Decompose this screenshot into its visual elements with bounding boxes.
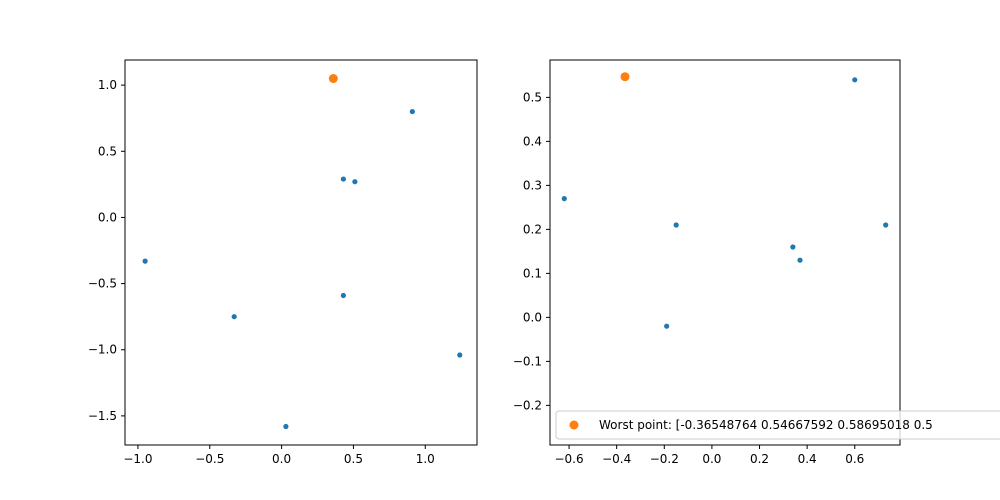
y-tick-label: 0.0 [523, 310, 542, 324]
x-tick-label: 0.5 [344, 452, 363, 466]
data-point [790, 244, 796, 250]
y-tick-label: −1.0 [88, 343, 117, 357]
data-point [797, 257, 803, 263]
axes-frame [124, 59, 478, 446]
legend-marker [569, 420, 579, 430]
axes-frame [549, 59, 901, 446]
y-tick-label: 0.3 [523, 178, 542, 192]
y-tick-label: −0.2 [513, 398, 542, 412]
legend-label: Worst point: [-0.36548764 0.54667592 0.5… [599, 418, 933, 432]
y-tick-label: 0.5 [98, 144, 117, 158]
data-point [409, 108, 415, 115]
y-tick-label: 0.5 [523, 90, 542, 104]
x-tick-label: −0.4 [602, 452, 631, 466]
y-tick-label: 0.2 [523, 222, 542, 236]
x-tick-label: −1.0 [123, 452, 152, 466]
x-tick-label: 0.0 [272, 452, 291, 466]
x-tick-label: 0.0 [702, 452, 721, 466]
y-tick-label: −0.1 [513, 354, 542, 368]
y-tick-label: 0.0 [98, 210, 117, 224]
data-point [883, 222, 889, 228]
data-point [340, 176, 346, 182]
x-tick-label: 0.2 [750, 452, 769, 466]
x-tick-label: 0.6 [845, 452, 864, 466]
worst-point [620, 72, 630, 82]
left-scatter-plot: −1.0 −0.5 0.0 0.5 1.0 −1.5 −1.0 −0.5 0.0 0.5 1.0 [88, 59, 478, 466]
legend-box [555, 410, 1000, 440]
data-point [231, 314, 237, 320]
data-point [457, 352, 463, 358]
x-tick-label: 0.4 [798, 452, 817, 466]
y-tick-label: −1.5 [88, 409, 117, 423]
points-layer [142, 74, 463, 430]
data-point [283, 423, 289, 430]
data-point [561, 196, 567, 202]
x-tick-label: −0.6 [554, 452, 583, 466]
data-point [142, 258, 148, 264]
x-tick-label: −0.5 [195, 452, 224, 466]
right-scatter-plot: −0.6 −0.4 −0.2 0.0 0.2 0.4 0.6 −0.2 −0.1 0.0 0.1 0.… [513, 59, 1000, 466]
worst-point [328, 74, 338, 84]
data-point [340, 292, 346, 299]
y-tick-label: 0.1 [523, 266, 542, 280]
x-tick-label: −0.2 [650, 452, 679, 466]
data-point [673, 222, 679, 228]
y-tick-label: 1.0 [98, 78, 117, 92]
y-tick-label: −0.5 [88, 277, 117, 291]
y-tick-label: 0.4 [523, 134, 542, 148]
data-point [664, 323, 670, 329]
data-point [852, 77, 858, 83]
x-tick-label: 1.0 [416, 452, 435, 466]
points-layer [561, 72, 889, 329]
data-point [352, 179, 358, 185]
